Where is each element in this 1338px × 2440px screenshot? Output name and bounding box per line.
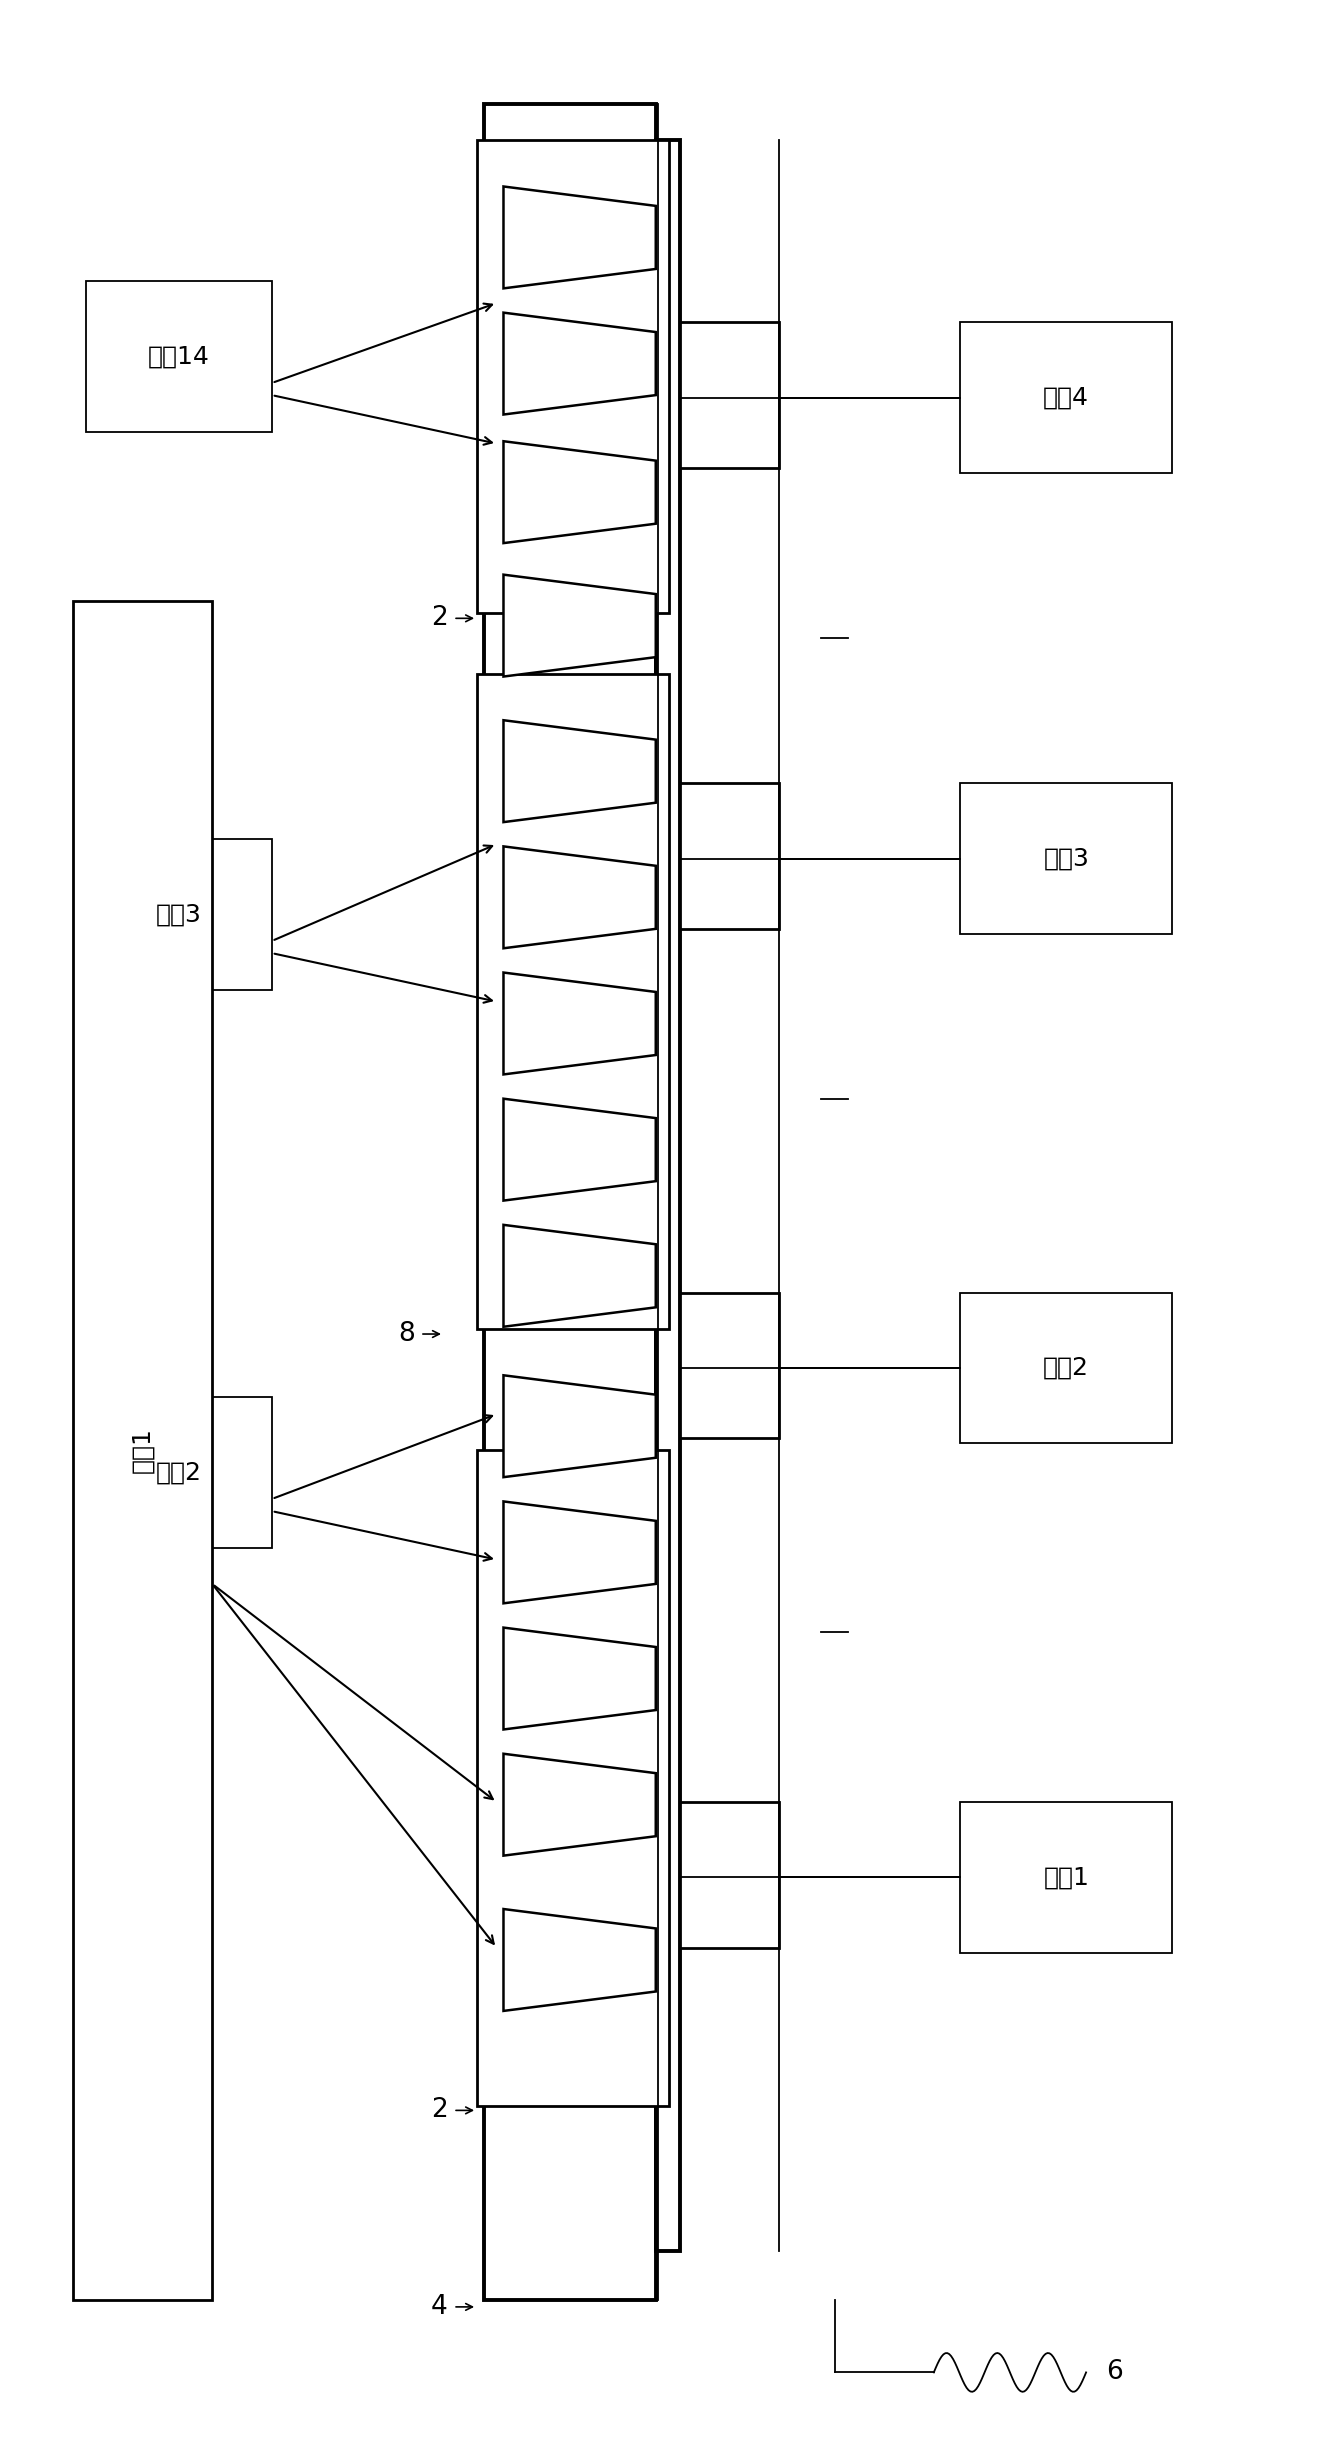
Bar xyxy=(74,600,213,2298)
Text: 子桱3: 子桱3 xyxy=(157,903,202,927)
Polygon shape xyxy=(503,1754,656,1857)
Bar xyxy=(680,1803,779,1947)
Polygon shape xyxy=(503,1376,656,1476)
Polygon shape xyxy=(503,974,656,1074)
Bar xyxy=(478,1449,669,2106)
Polygon shape xyxy=(503,442,656,544)
Polygon shape xyxy=(503,185,656,288)
Bar xyxy=(656,142,680,2252)
Bar xyxy=(87,1398,272,1547)
Polygon shape xyxy=(503,1908,656,2011)
Text: 接口4: 接口4 xyxy=(1044,386,1089,410)
Polygon shape xyxy=(503,576,656,676)
Bar xyxy=(87,839,272,991)
Bar xyxy=(478,673,669,1330)
Bar xyxy=(680,322,779,468)
Text: 子桱1: 子桱1 xyxy=(131,1427,155,1474)
Bar xyxy=(961,1293,1172,1442)
Polygon shape xyxy=(503,312,656,415)
Polygon shape xyxy=(503,1501,656,1603)
Text: 2: 2 xyxy=(431,605,448,632)
Bar xyxy=(478,142,669,612)
Text: 8: 8 xyxy=(397,1320,415,1347)
Bar xyxy=(680,783,779,930)
Bar xyxy=(961,1803,1172,1952)
Bar xyxy=(961,783,1172,935)
Bar xyxy=(87,281,272,432)
Text: 6: 6 xyxy=(1107,2359,1123,2386)
Text: 2: 2 xyxy=(431,2098,448,2123)
Text: 子桱14: 子桱14 xyxy=(149,344,210,368)
Text: 4: 4 xyxy=(431,2294,448,2320)
Polygon shape xyxy=(503,1225,656,1327)
Bar xyxy=(680,1293,779,1437)
Polygon shape xyxy=(503,720,656,822)
Text: 接口3: 接口3 xyxy=(1044,847,1089,871)
Text: 接口2: 接口2 xyxy=(1044,1357,1089,1381)
Polygon shape xyxy=(503,1098,656,1200)
Polygon shape xyxy=(503,1627,656,1730)
Bar xyxy=(483,105,656,2298)
Polygon shape xyxy=(503,847,656,949)
Text: 接口1: 接口1 xyxy=(1044,1867,1089,1889)
Text: 子桱2: 子桱2 xyxy=(157,1459,202,1484)
Bar xyxy=(961,322,1172,473)
